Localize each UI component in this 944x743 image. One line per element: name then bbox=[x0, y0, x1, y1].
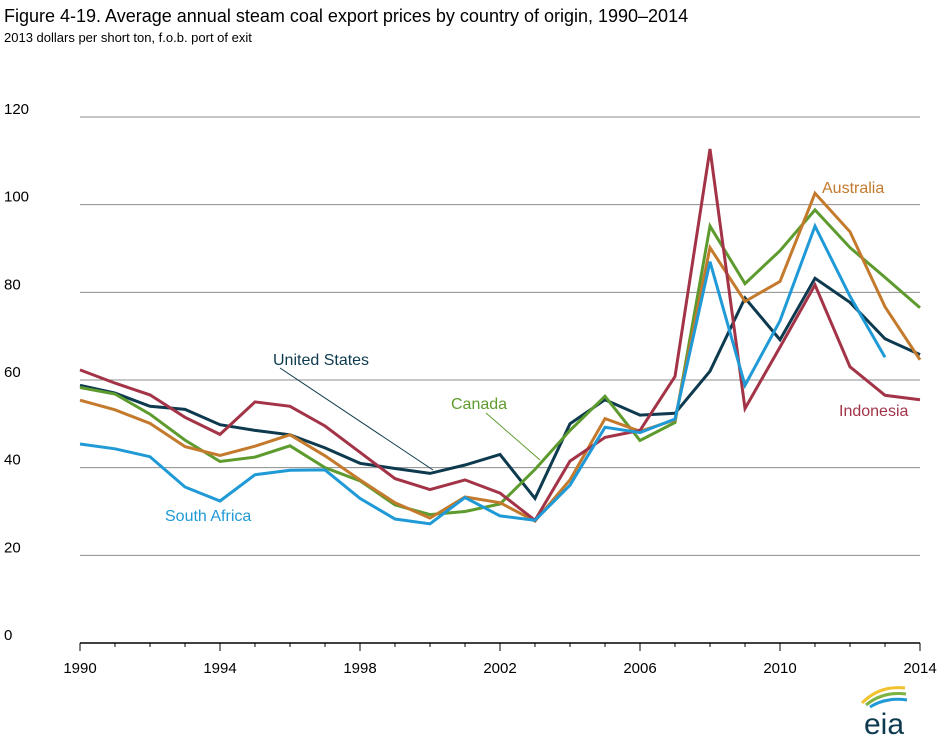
eia-logo-arc-yellow bbox=[860, 686, 906, 705]
series-line-indonesia bbox=[79, 148, 921, 523]
series-label-canada: Canada bbox=[451, 396, 507, 413]
y-tick-labels: 0 20 40 60 80 100 120 bbox=[4, 101, 29, 644]
leader-line-canada bbox=[485, 412, 541, 461]
y-tick-label: 40 bbox=[4, 452, 21, 469]
y-tick-label: 120 bbox=[4, 101, 29, 118]
series-label-south-africa: South Africa bbox=[165, 508, 251, 525]
series-label-australia: Australia bbox=[822, 180, 884, 197]
series-label-indonesia: Indonesia bbox=[839, 403, 908, 420]
leader-line-united-states bbox=[279, 367, 434, 471]
series-line-canada bbox=[79, 207, 921, 517]
x-tick-label: 1990 bbox=[63, 660, 96, 677]
label-leader-lines bbox=[279, 367, 541, 471]
x-tick-label: 2002 bbox=[483, 660, 516, 677]
x-tick-label: 1998 bbox=[343, 660, 376, 677]
chart-title: Figure 4-19. Average annual steam coal e… bbox=[4, 6, 689, 26]
gridlines bbox=[79, 116, 921, 651]
x-tick-label: 1994 bbox=[203, 660, 236, 677]
eia-logo-arc-blue bbox=[869, 697, 908, 709]
x-tick-label: 2006 bbox=[623, 660, 656, 677]
x-tick-label: 2014 bbox=[903, 660, 936, 677]
series-line-south-africa bbox=[79, 222, 887, 526]
x-tick-labels: 1990 1994 1998 2002 2006 2010 2014 bbox=[63, 660, 936, 677]
y-tick-label: 0 bbox=[4, 627, 12, 644]
eia-logo-text: eia bbox=[864, 708, 904, 741]
x-tick-label: 2010 bbox=[763, 660, 796, 677]
y-tick-label: 80 bbox=[4, 276, 21, 293]
eia-logo-arc-green bbox=[865, 692, 907, 707]
series-label-united-states: United States bbox=[273, 352, 369, 369]
y-tick-label: 20 bbox=[4, 539, 21, 556]
series-line-united-states bbox=[79, 276, 921, 502]
y-tick-label: 100 bbox=[4, 189, 29, 206]
series-line-australia bbox=[79, 190, 922, 523]
eia-logo: eia bbox=[860, 686, 908, 741]
y-tick-label: 60 bbox=[4, 364, 21, 381]
series-lines bbox=[79, 148, 922, 526]
series-labels: United States Canada Australia Indonesia Sou… bbox=[165, 180, 908, 525]
chart-subtitle: 2013 dollars per short ton, f.o.b. port … bbox=[4, 30, 252, 45]
